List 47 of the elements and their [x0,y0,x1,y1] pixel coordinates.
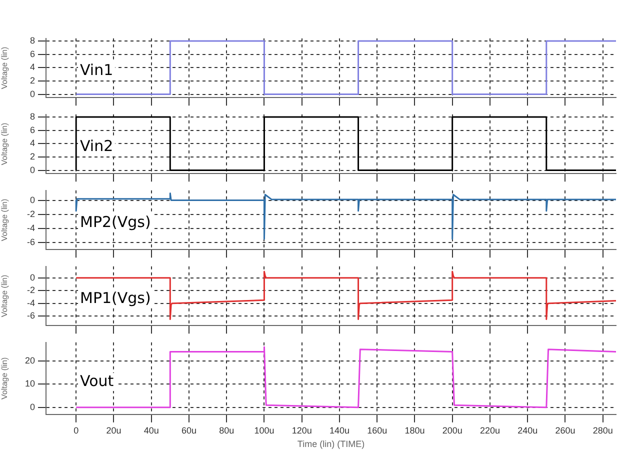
y-tick-label: 0 [30,88,35,99]
x-tick-label: 220u [480,425,500,436]
y-tick-label: -6 [26,310,35,321]
y-tick-label: 4 [30,62,35,72]
x-tick-label: 160u [367,425,388,436]
y-tick-label: 2 [30,151,35,162]
series-label: MP1(Vgs) [80,288,151,307]
y-axis-title: Voltage (lin) [0,46,10,90]
y-axis-title: Voltage (lin) [0,274,10,318]
y-tick-label: 0 [30,194,35,205]
x-tick-label: 80u [219,425,234,436]
y-tick-label: -4 [26,298,35,308]
x-tick-label: 140u [329,425,350,436]
series-label: Vin1 [80,60,114,79]
series-label: MP2(Vgs) [80,212,151,231]
x-tick-label: 200u [442,425,462,436]
y-tick-label: 2 [30,75,35,86]
y-tick-label: -2 [26,208,35,219]
x-tick-label: 240u [518,425,538,436]
y-axis-title: Voltage (lin) [0,122,10,166]
y-axis-title: Voltage (lin) [0,198,10,242]
y-tick-label: 6 [30,48,35,59]
y-tick-label: 20 [24,355,35,366]
x-tick-label: 20u [106,425,122,436]
x-tick-label: 260u [555,425,576,436]
series-label: Vout [80,372,114,390]
x-tick-label: 0 [74,425,79,436]
x-tick-label: 280u [592,425,613,436]
y-tick-label: -4 [26,222,35,233]
y-tick-label: 8 [30,36,35,46]
x-tick-label: 100u [254,425,274,436]
y-tick-label: 4 [30,138,35,148]
x-tick-label: 40u [144,425,159,436]
x-tick-label: 180u [404,425,425,436]
y-tick-label: 8 [30,112,35,122]
x-tick-label: 60u [181,425,196,436]
y-tick-label: 0 [30,164,35,175]
y-tick-label: 10 [24,378,35,389]
y-tick-label: 0 [30,272,35,282]
x-axis-title: Time (lin) (TIME) [297,439,365,450]
y-tick-label: -6 [26,237,35,248]
y-tick-label: 6 [30,124,35,135]
x-tick-label: 120u [292,425,312,436]
y-tick-label: -2 [26,285,35,296]
series-label: Vin2 [80,136,114,155]
y-tick-label: 0 [30,402,35,412]
y-axis-title: Voltage (lin) [0,356,10,400]
